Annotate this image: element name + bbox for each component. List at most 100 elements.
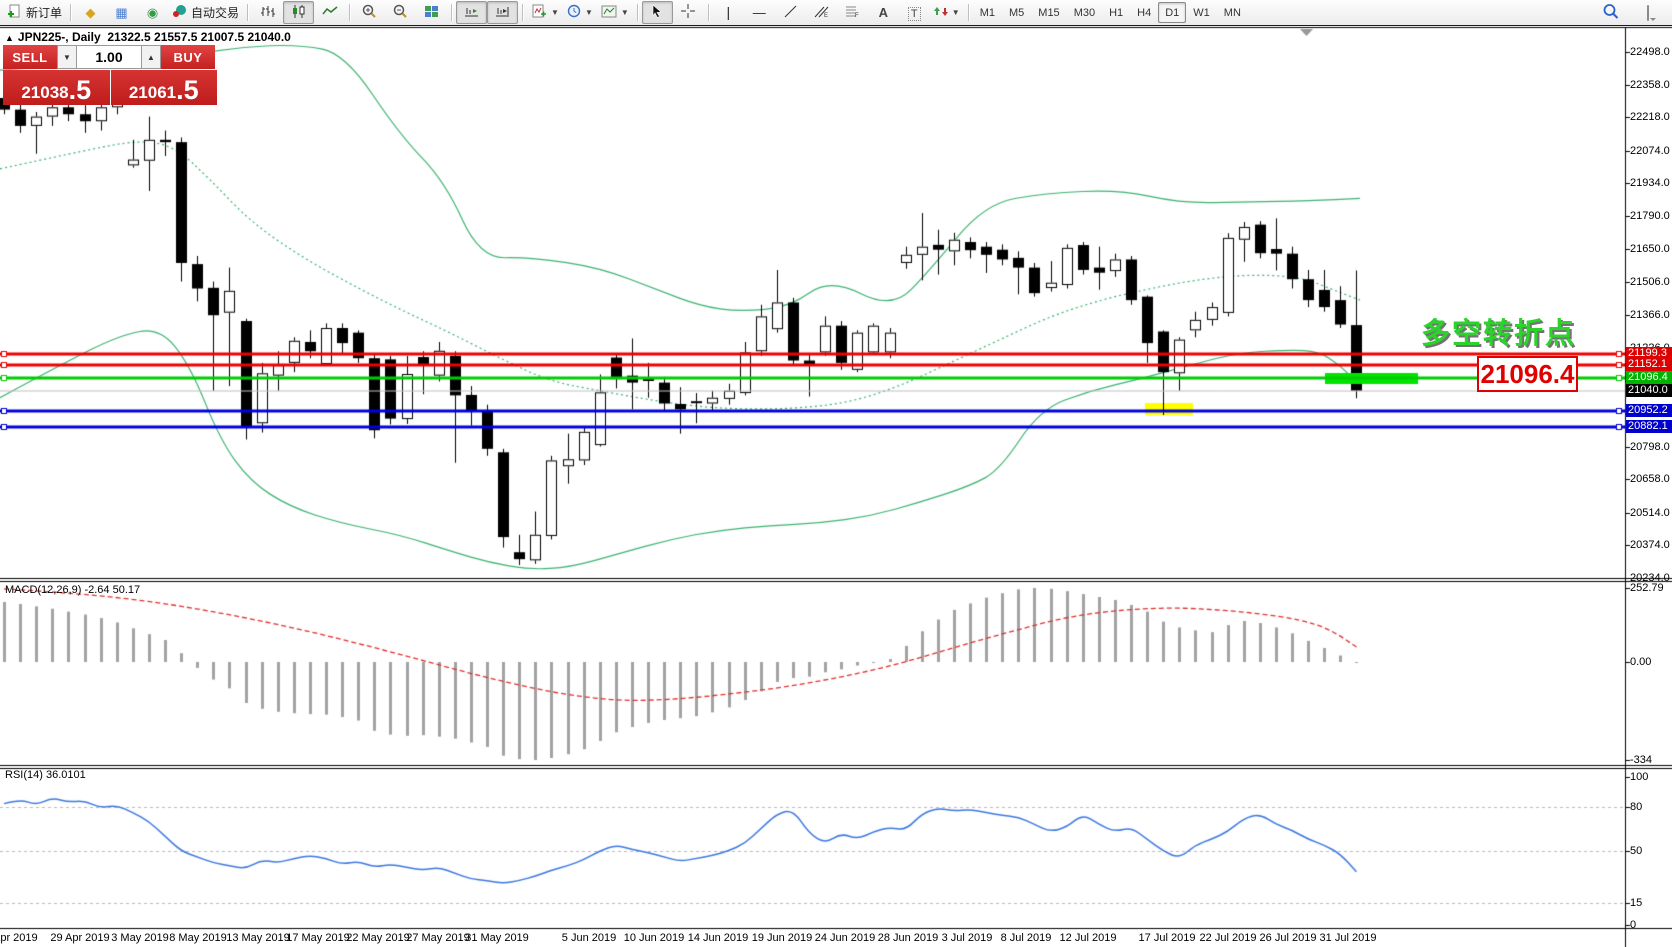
crosshair-icon [681, 4, 696, 21]
clock-icon [567, 4, 581, 21]
cursor-icon [651, 4, 663, 21]
sell-price-fraction: .5 [68, 75, 92, 105]
line-chart-button[interactable] [314, 1, 345, 24]
bar-chart-button[interactable] [252, 1, 283, 24]
date-label: 17 Jul 2019 [1138, 932, 1196, 944]
navigator-button[interactable]: ◉ [137, 1, 168, 24]
timeframe-m1[interactable]: M1 [979, 6, 995, 19]
buy-button[interactable]: BUY [161, 45, 215, 69]
date-label: 19 Jun 2019 [751, 932, 813, 944]
text-button[interactable]: A [868, 1, 899, 24]
periods-button[interactable]: ▼ [563, 1, 597, 24]
volume-decrease-button[interactable]: ▼ [57, 45, 77, 69]
expand-icon[interactable]: ▲ [5, 33, 14, 43]
timeframe-h4[interactable]: H4 [1137, 6, 1152, 19]
template-icon [601, 5, 617, 21]
fibonacci-button[interactable]: F [837, 1, 868, 24]
rsi-tick-label: 100 [1630, 771, 1649, 783]
cursor-button[interactable] [641, 1, 673, 24]
date-label: 26 Jul 2019 [1259, 932, 1317, 944]
price-tag-21152.1: 21152.1 [1626, 358, 1672, 371]
price-tick-label: 22358.0 [1630, 79, 1670, 91]
turning-point-annotation[interactable]: 多空转折点 [1421, 318, 1577, 350]
rsi-tick-label: 15 [1630, 897, 1643, 909]
vline-button[interactable]: | [713, 1, 744, 24]
price-callout-box[interactable]: 21096.4 [1477, 356, 1578, 392]
date-label: 10 Jun 2019 [623, 932, 685, 944]
auto-trading-icon [172, 4, 188, 21]
price-tick-label: 20374.0 [1630, 539, 1670, 551]
trendline-icon [784, 5, 797, 21]
timeframe-h1[interactable]: H1 [1109, 6, 1124, 19]
new-order-button[interactable]: 新订单 [3, 1, 66, 24]
chart-shift-button[interactable] [456, 1, 488, 24]
zoom-out-icon [393, 4, 408, 21]
crosshair-button[interactable] [673, 1, 704, 24]
toolbar-separator [349, 4, 351, 21]
rsi-tick-label: 80 [1630, 801, 1643, 813]
price-tag-20882.1: 20882.1 [1626, 420, 1672, 433]
timeframe-d1[interactable]: D1 [1158, 2, 1187, 23]
chart-shift-icon [464, 5, 479, 21]
candlestick-chart-button[interactable] [283, 1, 315, 24]
timeframe-w1[interactable]: W1 [1193, 6, 1210, 19]
tile-windows-button[interactable] [416, 1, 447, 24]
text-icon: A [878, 4, 888, 20]
chat-button[interactable] [1632, 1, 1663, 24]
date-label: 8 May 2019 [169, 932, 227, 944]
candlestick-icon [291, 4, 306, 21]
toolbar-separator [451, 4, 453, 21]
date-label: 8 Jul 2019 [1000, 932, 1052, 944]
timeframe-m5[interactable]: M5 [1009, 6, 1025, 19]
price-tick-label: 20234.0 [1630, 572, 1670, 584]
date-label: 28 Jun 2019 [877, 932, 939, 944]
date-label: 14 Jun 2019 [687, 932, 749, 944]
templates-button[interactable]: ▼ [597, 1, 633, 24]
buy-price-fraction: .5 [176, 75, 199, 105]
zoom-in-button[interactable] [354, 1, 385, 24]
sell-price-display[interactable]: 21038.5 [3, 70, 110, 105]
date-label: 24 Apr 2019 [0, 932, 38, 944]
dropdown-arrow-icon[interactable]: ▼ [951, 8, 960, 17]
timeframe-m15[interactable]: M15 [1038, 6, 1060, 19]
zoom-out-button[interactable] [385, 1, 416, 24]
volume-input[interactable] [77, 45, 141, 69]
date-label: 24 Jun 2019 [814, 932, 876, 944]
text-label-button[interactable]: T [899, 1, 930, 24]
time-axis-drag-area[interactable] [0, 928, 1625, 947]
date-label: 17 May 2019 [286, 932, 350, 944]
channel-button[interactable]: E [806, 1, 837, 24]
date-label: 13 May 2019 [226, 932, 290, 944]
auto-scroll-button[interactable] [487, 1, 519, 24]
buy-price-display[interactable]: 21061.5 [110, 70, 217, 105]
market-watch-icon: ◆ [85, 4, 96, 20]
timeframe-mn[interactable]: MN [1223, 6, 1241, 19]
timeframe-m30[interactable]: M30 [1073, 6, 1096, 19]
toolbar-separator [636, 4, 638, 21]
auto-trading-button[interactable]: 自动交易 [168, 1, 243, 24]
price-axis-drag-area[interactable] [1625, 27, 1672, 928]
data-window-icon: ▦ [115, 4, 128, 20]
channel-icon: E [814, 5, 829, 21]
hline-button[interactable]: — [744, 1, 775, 24]
dropdown-arrow-icon[interactable]: ▼ [584, 8, 593, 17]
search-button[interactable] [1595, 1, 1626, 24]
arrows-button[interactable]: ▼ [930, 1, 964, 24]
sell-button[interactable]: SELL [3, 45, 57, 69]
macd-tick-label: 0.00 [1630, 656, 1652, 668]
volume-increase-button[interactable]: ▲ [141, 45, 161, 69]
dropdown-arrow-icon[interactable]: ▼ [620, 8, 629, 17]
chart-header: ▲ JPN225-, Daily 21322.5 21557.5 21007.5 … [5, 30, 291, 44]
indicators-button[interactable]: ▼ [527, 1, 563, 24]
market-watch-button[interactable]: ◆ [75, 1, 106, 24]
trendline-button[interactable] [775, 1, 806, 24]
dropdown-arrow-icon[interactable]: ▼ [551, 8, 559, 17]
vline-icon: | [726, 4, 731, 20]
price-tick-label: 21366.0 [1630, 309, 1670, 321]
data-window-button[interactable]: ▦ [106, 1, 137, 24]
date-label: 3 May 2019 [111, 932, 169, 944]
rsi-tick-label: 50 [1630, 845, 1643, 857]
buy-price-main: 21061 [128, 83, 177, 102]
zoom-in-icon [362, 4, 377, 21]
